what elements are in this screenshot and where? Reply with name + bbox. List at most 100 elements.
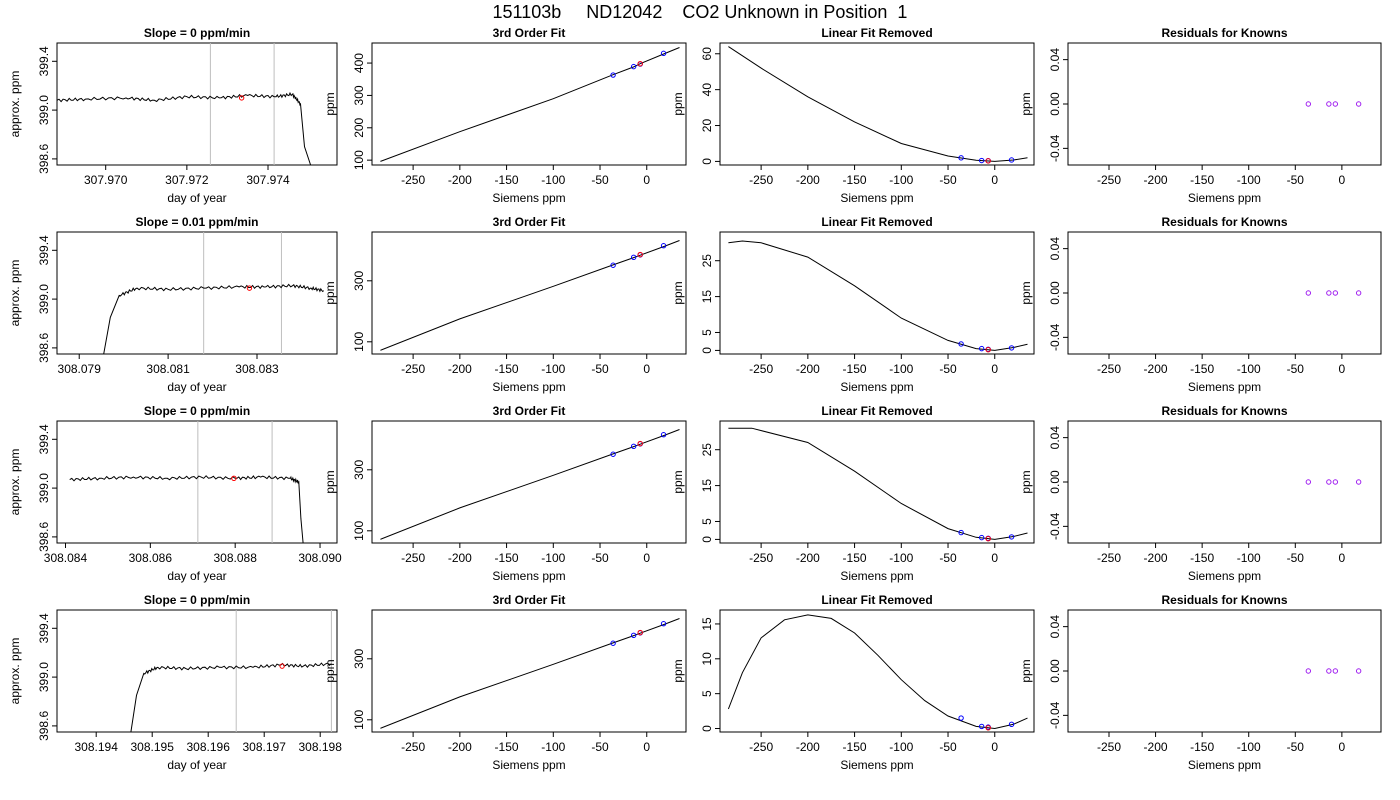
x-tick-label: -150: [1190, 173, 1214, 187]
y-tick-label: 0: [700, 158, 714, 165]
data-point: [610, 72, 616, 78]
x-tick-label: -250: [401, 362, 425, 376]
y-axis-label: approx. ppm: [8, 260, 22, 327]
x-tick-label: -250: [1097, 740, 1121, 754]
panel-title: Residuals for Knowns: [1161, 593, 1287, 607]
panel-title: Slope = 0 ppm/min: [144, 26, 250, 40]
fit-curve: [727, 614, 1028, 730]
x-tick-label: 0: [643, 740, 650, 754]
data-point: [1008, 157, 1015, 163]
x-tick-label: 308.088: [213, 551, 257, 565]
y-tick-label: 0.04: [1048, 426, 1062, 450]
fit-curve: [728, 240, 1028, 351]
panel-1: Slope = 0 ppm/min 307.970 307.972 307.974 39…: [8, 26, 338, 205]
x-tick-label: -150: [495, 173, 519, 187]
data-point: [978, 534, 985, 541]
x-tick-label: -50: [1287, 362, 1305, 376]
data-point: [630, 632, 637, 639]
y-tick-label: 399.0: [37, 284, 51, 314]
y-axis-label: ppm: [323, 281, 337, 304]
y-tick-label: 0.00: [1048, 92, 1062, 116]
x-tick-label: -100: [889, 362, 913, 376]
x-tick-label: -250: [749, 740, 773, 754]
x-tick-label: 0: [643, 551, 650, 565]
y-tick-label: 10: [700, 652, 714, 666]
y-tick-label: 100: [352, 709, 366, 729]
x-tick-label: 308.079: [58, 362, 102, 376]
plot-frame: [56, 420, 338, 544]
unknown-point: [231, 475, 237, 482]
panel-8: Residuals for Knowns -250 -200 -150 -100 -50 0…: [1019, 215, 1382, 394]
x-axis-label: Siemens ppm: [1188, 191, 1261, 205]
data-point: [1008, 345, 1015, 351]
panel-2: 3rd Order Fit -250 -200 -150 -100 -50 0 100 200 3…: [323, 26, 687, 205]
plot-frame: [56, 42, 338, 166]
plot-frame: [1067, 42, 1382, 166]
y-tick-label: 15: [700, 617, 714, 631]
x-tick-label: -150: [495, 740, 519, 754]
data-point: [1008, 534, 1015, 540]
x-tick-label: 307.972: [165, 173, 209, 187]
y-tick-label: 0.00: [1048, 281, 1062, 305]
panel-title: Slope = 0.01 ppm/min: [135, 215, 258, 229]
y-tick-label: 400: [352, 53, 366, 73]
plot-frame: [371, 420, 687, 544]
x-tick-label: -100: [1237, 551, 1261, 565]
x-axis-label: Siemens ppm: [840, 569, 913, 583]
x-axis-label: Siemens ppm: [1188, 380, 1261, 394]
x-tick-label: -50: [939, 740, 957, 754]
y-tick-label: 25: [700, 443, 714, 457]
y-tick-label: 15: [700, 479, 714, 493]
unknown-point: [246, 285, 253, 291]
x-tick-label: -200: [1144, 362, 1168, 376]
x-tick-label: -150: [495, 551, 519, 565]
plot-frame: [1067, 231, 1382, 355]
panel-13: Slope = 0 ppm/min 308.194 308.195 308.196 30…: [8, 593, 342, 772]
x-tick-label: 308.195: [131, 740, 175, 754]
panel-title: Residuals for Knowns: [1161, 26, 1287, 40]
x-tick-label: -150: [1190, 362, 1214, 376]
data-point: [1305, 101, 1312, 107]
x-tick-label: -250: [401, 740, 425, 754]
x-tick-label: -150: [1190, 740, 1214, 754]
y-tick-label: 399.0: [37, 473, 51, 503]
y-tick-label: 0.00: [1048, 470, 1062, 494]
data-point: [1326, 479, 1332, 485]
x-tick-label: -200: [796, 551, 820, 565]
y-tick-label: 300: [352, 270, 366, 290]
panel-15: Linear Fit Removed -250 -200 -150 -100 -50 0 0 5…: [671, 593, 1035, 772]
y-tick-label: 100: [352, 150, 366, 170]
x-tick-label: -50: [591, 362, 609, 376]
plot-frame: [371, 231, 687, 355]
unknown-point: [238, 95, 245, 101]
x-tick-label: 0: [991, 551, 998, 565]
unknown-point: [637, 629, 643, 636]
y-axis-label: approx. ppm: [8, 638, 22, 705]
x-axis-label: Siemens ppm: [492, 191, 565, 205]
x-tick-label: -250: [1097, 551, 1121, 565]
x-tick-label: 308.198: [299, 740, 343, 754]
series-line: [57, 91, 312, 165]
x-tick-label: 307.970: [84, 173, 128, 187]
unknown-point: [279, 663, 285, 669]
y-axis-label: ppm: [323, 659, 337, 682]
x-tick-label: 308.086: [129, 551, 173, 565]
fit-curve: [728, 46, 1028, 162]
y-tick-label: 0.04: [1048, 48, 1062, 72]
y-tick-label: 398.6: [37, 144, 51, 174]
x-axis-label: Siemens ppm: [492, 380, 565, 394]
panel-7: Linear Fit Removed -250 -200 -150 -100 -50 0 0 5…: [671, 215, 1035, 394]
data-point: [610, 640, 616, 646]
x-tick-label: -100: [889, 740, 913, 754]
y-axis-label: ppm: [1019, 92, 1033, 115]
y-tick-label: 300: [352, 85, 366, 105]
panel-9: Slope = 0 ppm/min 308.084 308.086 308.088 30…: [8, 404, 342, 583]
y-tick-label: 399.4: [37, 46, 51, 76]
x-axis-label: Siemens ppm: [492, 758, 565, 772]
y-tick-label: 399.4: [37, 424, 51, 454]
y-tick-label: 40: [700, 83, 714, 97]
y-tick-label: 398.6: [37, 711, 51, 741]
x-tick-label: -150: [843, 740, 867, 754]
y-tick-label: 300: [352, 459, 366, 479]
x-tick-label: 0: [643, 362, 650, 376]
